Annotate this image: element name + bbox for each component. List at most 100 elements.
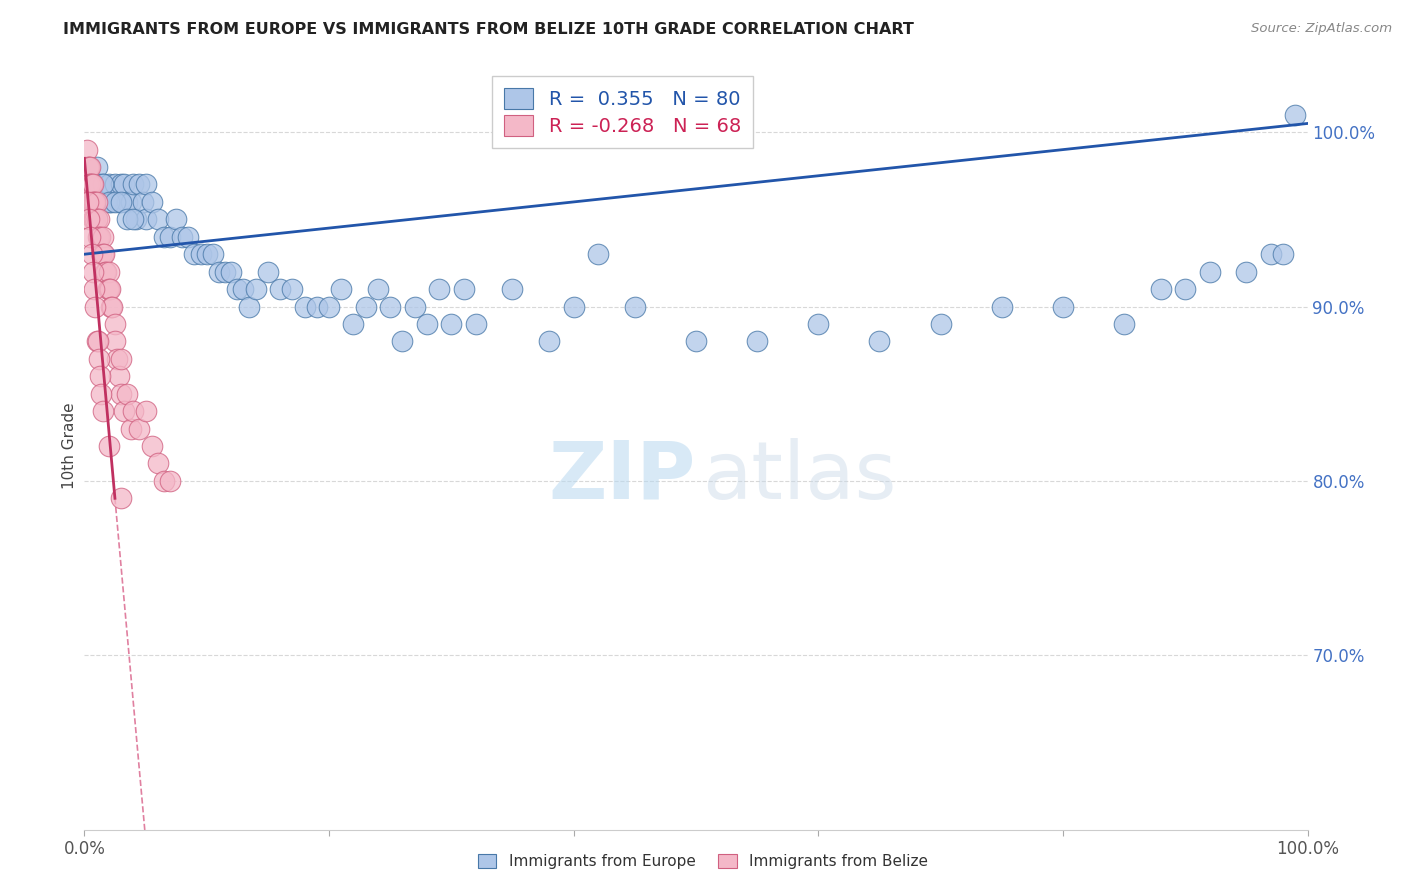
Point [146,212,169,227]
Point [97,178,120,192]
Point [77,178,100,192]
Point [97,439,120,453]
Point [146,457,169,471]
Point [1236,265,1258,279]
Point [101,300,124,314]
Point [135,404,157,418]
Point [77,160,100,174]
Point [122,212,145,227]
Text: atlas: atlas [702,438,897,516]
Point [104,194,127,209]
Point [502,282,524,296]
Point [90,386,112,401]
Point [77,160,100,174]
Point [87,212,110,227]
Point [245,282,267,296]
Point [453,282,475,296]
Point [104,178,127,192]
Point [110,491,132,506]
Point [153,229,176,244]
Point [190,247,212,261]
Point [747,334,769,349]
Point [98,282,121,296]
Point [115,212,138,227]
Point [91,178,114,192]
Point [91,229,114,244]
Point [257,265,280,279]
Point [120,421,142,435]
Point [77,212,100,227]
Point [305,300,328,314]
Point [165,212,187,227]
Point [87,229,110,244]
Point [586,247,609,261]
Point [159,229,181,244]
Point [1052,300,1074,314]
Point [107,194,129,209]
Point [86,212,108,227]
Point [100,194,122,209]
Point [219,265,242,279]
Point [87,178,110,192]
Point [122,404,145,418]
Point [80,247,103,261]
Point [86,212,108,227]
Point [87,334,110,349]
Point [89,229,111,244]
Point [115,386,138,401]
Point [100,300,122,314]
Y-axis label: 10th Grade: 10th Grade [62,402,77,490]
Point [281,282,304,296]
Point [86,194,108,209]
Point [91,404,114,418]
Point [82,265,104,279]
Point [96,265,118,279]
Point [112,404,135,418]
Point [97,265,120,279]
Point [538,334,561,349]
Point [96,194,118,209]
Point [1174,282,1197,296]
Point [86,334,108,349]
Point [464,317,486,331]
Point [201,247,224,261]
Point [89,369,111,384]
Point [110,386,132,401]
Point [141,439,163,453]
Point [79,229,101,244]
Point [107,369,129,384]
Point [84,212,107,227]
Point [79,160,101,174]
Point [562,300,585,314]
Point [104,334,127,349]
Point [90,247,112,261]
Point [91,178,114,192]
Point [214,265,236,279]
Point [82,194,104,209]
Legend: Immigrants from Europe, Immigrants from Belize: Immigrants from Europe, Immigrants from … [472,848,934,875]
Point [122,178,145,192]
Point [77,194,100,209]
Point [238,300,260,314]
Point [869,334,891,349]
Point [232,282,254,296]
Point [153,474,176,488]
Point [82,212,104,227]
Point [105,351,128,366]
Legend: R =  0.355   N = 80, R = -0.268   N = 68: R = 0.355 N = 80, R = -0.268 N = 68 [492,76,752,147]
Point [84,194,107,209]
Point [159,474,181,488]
Point [380,300,402,314]
Point [110,194,132,209]
Point [97,282,120,296]
Point [128,421,150,435]
Point [141,194,163,209]
Point [991,300,1014,314]
Point [84,300,107,314]
Point [132,194,155,209]
Point [685,334,707,349]
Text: ZIP: ZIP [548,438,696,516]
Point [115,194,138,209]
Point [77,178,100,192]
Point [195,247,218,261]
